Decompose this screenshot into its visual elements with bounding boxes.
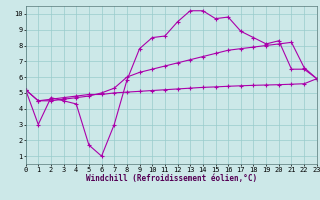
X-axis label: Windchill (Refroidissement éolien,°C): Windchill (Refroidissement éolien,°C): [86, 174, 257, 183]
